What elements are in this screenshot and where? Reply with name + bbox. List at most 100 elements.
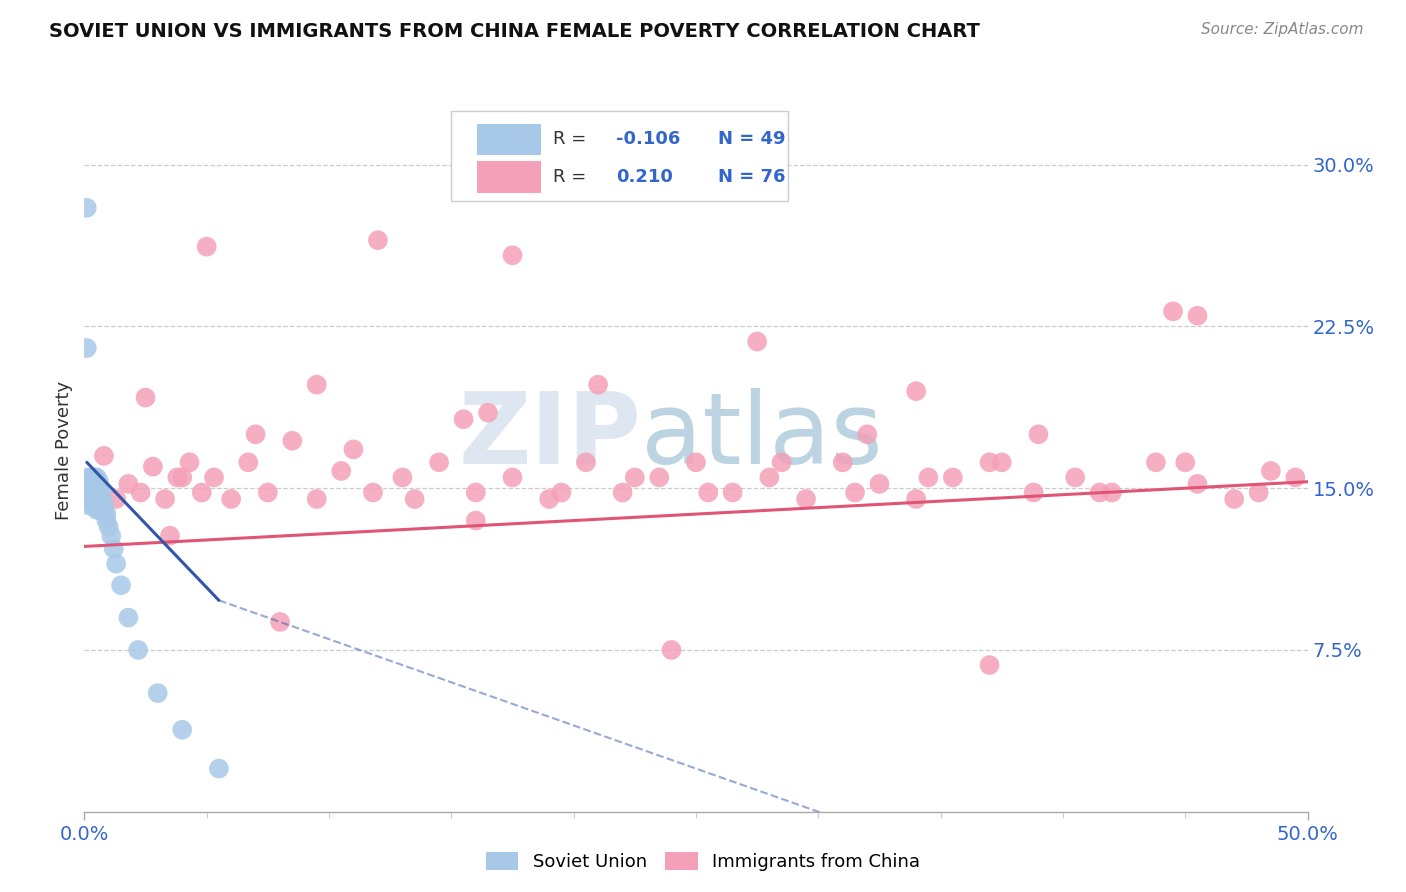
Point [90, 499, 112, 513]
Point [721, 485, 744, 500]
Point [86, 499, 108, 513]
Text: N = 49: N = 49 [718, 130, 786, 148]
Point [477, 406, 499, 420]
Point [991, 455, 1014, 469]
Text: Source: ZipAtlas.com: Source: ZipAtlas.com [1201, 22, 1364, 37]
Point [97, 520, 120, 534]
Point [86, 470, 108, 484]
Point [80, 476, 103, 491]
Point [83, 470, 105, 484]
Point [80, 470, 103, 484]
Point [269, 615, 291, 629]
Point [550, 485, 572, 500]
Point [1223, 491, 1246, 506]
Text: R =: R = [553, 130, 592, 148]
Point [117, 610, 139, 624]
Point [844, 485, 866, 500]
Point [330, 464, 353, 478]
Text: 0.210: 0.210 [616, 168, 673, 186]
Point [905, 491, 928, 506]
Point [502, 248, 524, 262]
Point [1187, 309, 1209, 323]
Text: N = 76: N = 76 [718, 168, 786, 186]
Point [153, 491, 176, 506]
Point [96, 507, 118, 521]
Point [758, 470, 780, 484]
Text: R =: R = [553, 168, 592, 186]
Point [305, 377, 328, 392]
Point [191, 485, 214, 500]
Point [869, 476, 891, 491]
Point [90, 485, 112, 500]
FancyBboxPatch shape [477, 123, 541, 155]
Point [83, 491, 105, 506]
Point [1260, 464, 1282, 478]
Point [905, 384, 928, 399]
Point [77, 499, 100, 513]
Point [575, 455, 598, 469]
Point [245, 427, 267, 442]
Point [96, 514, 118, 528]
Point [538, 491, 561, 506]
Legend: Soviet Union, Immigrants from China: Soviet Union, Immigrants from China [479, 845, 927, 879]
Point [166, 470, 188, 484]
Point [794, 491, 817, 506]
Point [979, 658, 1001, 673]
Text: ZIP: ZIP [458, 387, 641, 484]
Point [105, 557, 128, 571]
Point [159, 529, 181, 543]
Point [453, 412, 475, 426]
Point [105, 491, 128, 506]
Point [83, 485, 105, 500]
Point [648, 470, 671, 484]
Point [77, 485, 100, 500]
FancyBboxPatch shape [477, 161, 541, 193]
Point [391, 470, 413, 484]
Point [135, 391, 157, 405]
Point [1028, 427, 1050, 442]
Point [770, 455, 793, 469]
Point [83, 481, 105, 495]
Point [219, 491, 242, 506]
Point [612, 485, 634, 500]
Point [586, 377, 609, 392]
Point [87, 475, 110, 489]
Point [1284, 470, 1306, 484]
Text: SOVIET UNION VS IMMIGRANTS FROM CHINA FEMALE POVERTY CORRELATION CHART: SOVIET UNION VS IMMIGRANTS FROM CHINA FE… [49, 22, 980, 41]
Point [80, 481, 103, 495]
Point [172, 470, 194, 484]
Point [87, 502, 110, 516]
Point [979, 455, 1001, 469]
Point [305, 491, 328, 506]
Point [80, 485, 103, 500]
Point [86, 476, 108, 491]
Point [404, 491, 426, 506]
Point [831, 455, 853, 469]
Point [117, 476, 139, 491]
Point [1144, 455, 1167, 469]
Point [1187, 476, 1209, 491]
Point [238, 455, 260, 469]
Point [87, 481, 110, 495]
Point [77, 481, 100, 495]
Point [76, 341, 98, 355]
Point [917, 470, 939, 484]
Point [103, 541, 125, 556]
Point [83, 476, 105, 491]
Point [257, 485, 280, 500]
Point [202, 470, 225, 484]
Point [83, 499, 105, 513]
Point [1064, 470, 1087, 484]
Point [685, 455, 707, 469]
Point [76, 201, 98, 215]
Point [77, 491, 100, 506]
Point [942, 470, 965, 484]
Point [76, 470, 98, 484]
Point [361, 485, 384, 500]
Point [87, 491, 110, 506]
Point [281, 434, 304, 448]
Point [1022, 485, 1045, 500]
Point [146, 686, 169, 700]
Point [427, 455, 450, 469]
Point [83, 470, 105, 484]
